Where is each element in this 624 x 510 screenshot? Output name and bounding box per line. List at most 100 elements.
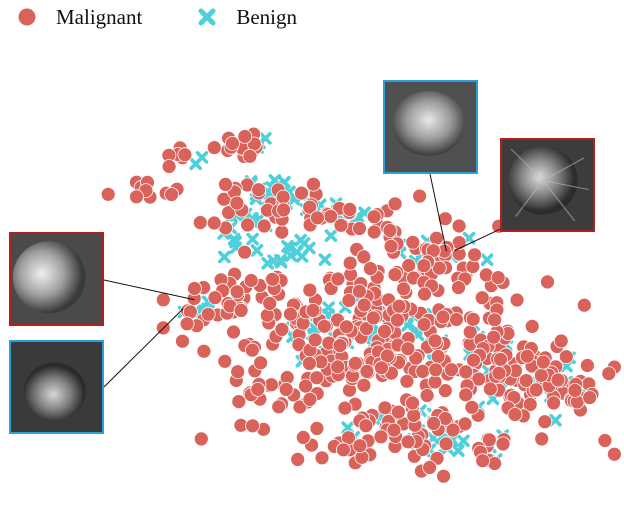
malignant-point bbox=[339, 319, 354, 335]
malignant-point bbox=[519, 348, 535, 364]
malignant-point bbox=[256, 218, 272, 234]
malignant-point bbox=[244, 342, 260, 358]
malignant-point bbox=[390, 404, 406, 420]
malignant-points bbox=[100, 126, 622, 484]
malignant-point bbox=[187, 281, 202, 296]
malignant-point bbox=[582, 390, 597, 406]
benign-point bbox=[452, 444, 465, 457]
malignant-point bbox=[435, 309, 451, 325]
malignant-point bbox=[356, 249, 372, 265]
malignant-point bbox=[251, 182, 267, 198]
malignant-point bbox=[540, 274, 555, 290]
malignant-point bbox=[448, 312, 464, 327]
malignant-point bbox=[417, 286, 432, 302]
malignant-point bbox=[242, 148, 258, 164]
malignant-point bbox=[451, 218, 467, 234]
malignant-point bbox=[482, 381, 498, 397]
malignant-point bbox=[265, 271, 281, 287]
malignant-point bbox=[237, 244, 253, 260]
malignant-point bbox=[437, 383, 453, 399]
malignant-point bbox=[333, 217, 349, 233]
malignant-point bbox=[347, 355, 363, 371]
malignant-point bbox=[250, 381, 266, 397]
legend-label-malignant: Malignant bbox=[56, 4, 143, 29]
malignant-point bbox=[309, 210, 325, 226]
benign-point bbox=[250, 244, 264, 257]
malignant-point bbox=[193, 431, 209, 447]
callout-line bbox=[103, 308, 184, 388]
malignant-point bbox=[278, 381, 294, 397]
malignant-point bbox=[475, 453, 491, 469]
malignant-point bbox=[305, 302, 321, 318]
malignant-point bbox=[487, 312, 503, 328]
benign-point bbox=[189, 157, 202, 171]
malignant-point bbox=[362, 261, 378, 277]
malignant-point bbox=[275, 189, 291, 205]
malignant-point bbox=[438, 436, 454, 452]
malignant-point bbox=[356, 297, 372, 313]
malignant-point bbox=[458, 387, 474, 403]
malignant-point bbox=[445, 422, 461, 438]
benign-point bbox=[259, 132, 272, 145]
malignant-point bbox=[179, 316, 195, 332]
malignant-point bbox=[601, 366, 617, 382]
malignant-point bbox=[274, 321, 290, 337]
malignant-point bbox=[237, 129, 253, 144]
malignant-point bbox=[528, 382, 544, 398]
malignant-point bbox=[359, 363, 375, 379]
malignant-point bbox=[330, 271, 346, 287]
malignant-point bbox=[518, 373, 534, 389]
malignant-point bbox=[490, 270, 506, 286]
malignant-point bbox=[164, 187, 180, 202]
legend-label-benign: Benign bbox=[236, 4, 297, 29]
malignant-point bbox=[474, 290, 490, 306]
callout-line bbox=[429, 173, 447, 252]
malignant-point bbox=[428, 362, 444, 378]
malignant-point bbox=[374, 360, 389, 376]
malignant-point bbox=[356, 377, 372, 393]
malignant-point bbox=[408, 350, 424, 366]
benign-point bbox=[284, 249, 298, 262]
malignant-point bbox=[546, 395, 561, 411]
malignant-point bbox=[342, 201, 358, 217]
malignant-point bbox=[471, 371, 487, 387]
benign-point bbox=[281, 240, 294, 253]
malignant-point bbox=[396, 281, 412, 297]
malignant-point bbox=[316, 318, 332, 334]
malignant-point bbox=[365, 310, 381, 326]
malignant-point bbox=[233, 302, 249, 318]
malignant-point bbox=[451, 280, 466, 296]
callout-line bbox=[103, 279, 195, 301]
malignant-point bbox=[358, 418, 374, 434]
malignant-point bbox=[550, 372, 566, 388]
malignant-point bbox=[436, 468, 452, 484]
benign-example-thumbnail-left bbox=[9, 340, 104, 434]
benign-point bbox=[318, 253, 332, 266]
malignant-point bbox=[259, 307, 275, 323]
malignant-point bbox=[387, 267, 403, 283]
malignant-point bbox=[243, 273, 259, 288]
malignant-point bbox=[426, 415, 442, 431]
malignant-point bbox=[412, 188, 428, 204]
benign-point bbox=[218, 250, 231, 264]
malignant-point bbox=[301, 355, 317, 371]
malignant-point bbox=[263, 377, 279, 393]
malignant-point bbox=[406, 408, 422, 423]
malignant-point bbox=[493, 351, 508, 367]
malignant-point bbox=[206, 215, 222, 231]
malignant-point bbox=[379, 348, 395, 364]
malignant-point bbox=[405, 234, 421, 250]
malignant-point bbox=[576, 297, 592, 313]
malignant-point bbox=[175, 333, 190, 349]
malignant-point bbox=[218, 176, 233, 192]
malignant-point bbox=[382, 223, 398, 238]
malignant-point bbox=[464, 399, 480, 415]
malignant-point bbox=[262, 295, 278, 311]
malignant-point bbox=[245, 418, 261, 434]
malignant-point bbox=[229, 284, 245, 300]
malignant-point bbox=[302, 391, 318, 407]
malignant-point bbox=[231, 394, 247, 410]
malignant-point bbox=[533, 367, 549, 383]
malignant-point bbox=[416, 258, 432, 274]
